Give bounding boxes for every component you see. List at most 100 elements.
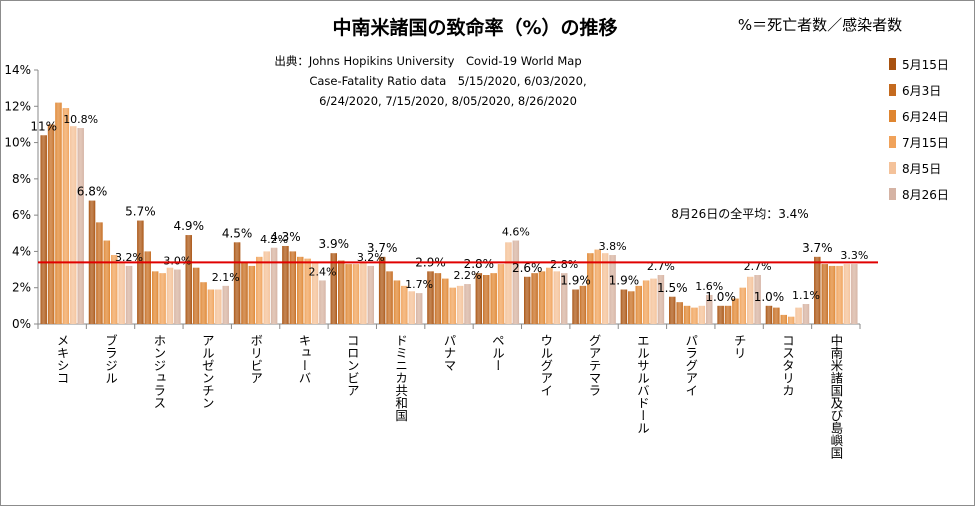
data-label: 2.8% [550,258,578,271]
bar-shading [538,271,546,324]
data-label: 3.2% [115,251,143,264]
data-label: 1.9% [609,274,640,288]
bar-shading [174,269,181,324]
bar-shading [40,135,47,324]
category-label: コロンビア [345,334,360,397]
data-label: 3.2% [357,251,385,264]
legend-label: 7月15日 [902,136,949,150]
category-label: エルサルバドール [635,334,650,434]
data-label: 2.8% [464,257,495,271]
bar-shading [505,242,512,324]
bar-shading [427,271,434,324]
bar-shading [96,222,103,324]
bar-shading [70,126,77,324]
bar-shading [270,247,278,324]
legend-label: 6月3日 [902,84,941,98]
bar-shading [319,280,326,324]
bar-shading [103,240,111,324]
average-label: 8月26日の全平均：3.4% [671,206,808,221]
bar-shading [151,271,159,324]
bar-shading [304,258,311,324]
y-tick-label: 8% [12,172,31,186]
bar-shading [263,251,270,324]
y-tick-label: 0% [12,317,31,331]
category-label: コスタリカ [780,334,795,397]
bar-shading [669,296,676,324]
data-labels: 11% 10.8% 6.8% 3.2% 5.7% 3.0% 4.9% 2.1% 4.5% 4.2%… [30,113,868,304]
legend: 5月15日 6月3日 6月24日 7月15日 8月5日 8月26日 [889,58,949,202]
legend-swatch [889,84,896,96]
bar-shading [125,265,133,324]
bar-shading [256,256,263,324]
data-label: 3.7% [802,241,833,255]
bar-shading [367,265,374,324]
bar-shading [620,289,628,324]
bar-shading [828,265,836,324]
y-tick-label: 14% [4,63,31,77]
category-label: ブラジル [103,333,118,384]
y-tick-label: 2% [12,281,31,295]
bar-shading [62,108,70,324]
bar-shading [215,289,222,324]
legend-swatch [889,58,896,70]
source-line-3: 6/24/2020, 7/15/2020, 8/05/2020, 8/26/20… [319,94,577,108]
data-label: 1.5% [657,281,688,295]
bar-shading [497,264,505,324]
bar-shading [118,262,125,324]
bar-shading [572,289,579,324]
bar-shading [717,305,724,324]
bar-shading [795,307,802,324]
data-label: 1.0% [705,290,736,304]
bar-shading [360,262,367,324]
bar-shading [159,273,166,324]
legend-label: 5月15日 [902,58,949,72]
category-label: グアテマラ [587,334,602,397]
average-label-bg [650,204,830,222]
data-label: 4.2% [260,233,288,246]
bar-shading [814,256,821,324]
data-label: 3.7% [367,241,398,255]
bar-shading [483,275,490,324]
bar-shading [137,220,144,324]
bar-shading [642,280,650,324]
bar-shading [531,273,538,324]
x-axis-labels: メキシコ ブラジル ホンジュラス アルゼンチン ボリビア キューバ コロンビア ドミニカ共和国… [55,333,844,459]
bar-shading [657,275,665,324]
legend-swatch [889,110,896,122]
bar-shading [676,302,683,324]
data-label: 4.9% [173,219,204,233]
data-label: 5.7% [125,205,156,219]
bar-shading [337,260,345,324]
bar-shading [561,273,568,324]
bar-shading [330,253,337,324]
bars [40,102,858,325]
data-label: 2.2% [454,269,482,282]
bar-shading [456,285,464,324]
bar-shading [401,285,408,324]
bar-shading [787,316,795,324]
bar-shading [739,287,747,324]
data-label: 4.6% [502,226,530,239]
category-label: 中南米諸国及び島嶼国 [828,333,843,459]
data-label: 3.0% [163,255,191,268]
bar-shading [601,253,609,324]
chart-title: 中南米諸国の致命率（%）の推移 [332,16,617,39]
data-label: 3.3% [840,249,868,262]
data-label: 3.8% [599,240,627,253]
bar-shading [773,307,780,324]
bar-shading [393,280,401,324]
bar-shading [442,278,449,324]
legend-label: 8月26日 [902,188,949,202]
data-label: 11% [30,119,57,133]
bar-shading [587,253,594,324]
bar-shading [765,305,773,324]
category-label: ペルー [490,334,505,372]
bar-shading [415,293,423,324]
data-label: 1.6% [695,280,723,293]
bar-shading [352,264,360,324]
bar-shading [609,255,616,324]
category-label: パラグアイ [683,334,698,397]
data-label: 4.3% [270,230,301,244]
bar-shading [724,305,732,324]
